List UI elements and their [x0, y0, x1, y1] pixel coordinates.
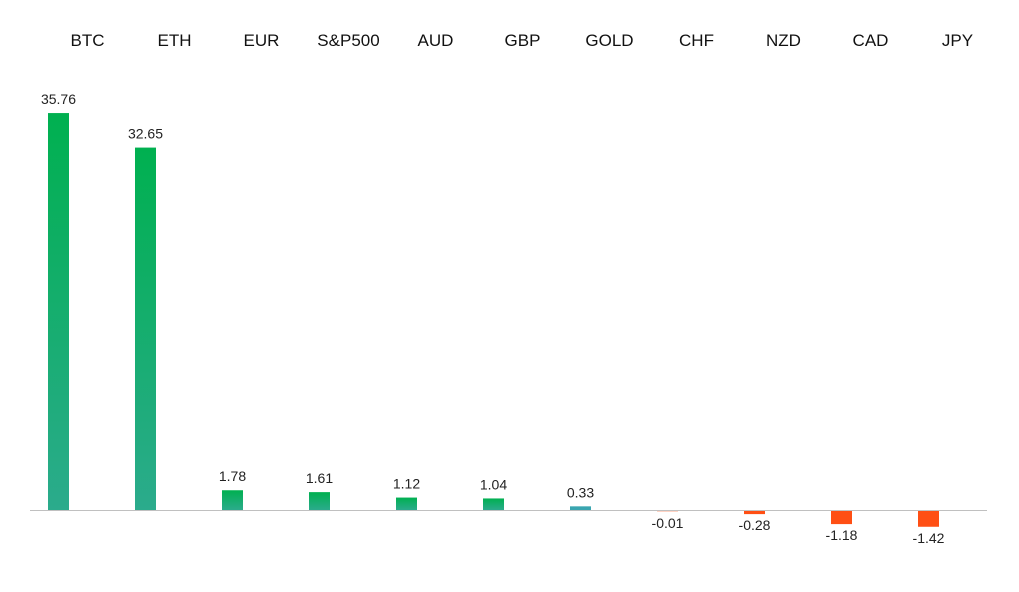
category-label-chf: CHF: [679, 31, 714, 50]
value-label-nzd: -0.28: [739, 517, 771, 533]
value-label-gold: 0.33: [567, 484, 594, 500]
bar-sandp500: [309, 492, 330, 510]
category-label-gold: GOLD: [585, 31, 633, 50]
value-label-eur: 1.78: [219, 468, 246, 484]
category-label-gbp: GBP: [505, 31, 541, 50]
bar-btc: [48, 113, 69, 511]
bar-nzd: [744, 511, 765, 515]
value-label-btc: 35.76: [41, 91, 76, 107]
bar-cad: [831, 511, 852, 525]
value-label-gbp: 1.04: [480, 476, 507, 492]
category-label-aud: AUD: [418, 31, 454, 50]
bars: [48, 113, 939, 527]
value-label-aud: 1.12: [393, 476, 420, 492]
bar-eth: [135, 147, 156, 510]
value-label-cad: -1.18: [826, 527, 858, 543]
value-label-eth: 32.65: [128, 126, 163, 142]
bar-chf: [657, 511, 678, 512]
value-label-jpy: -1.42: [913, 530, 945, 546]
bar-eur: [222, 490, 243, 510]
category-label-nzd: NZD: [766, 31, 801, 50]
bar-jpy: [918, 511, 939, 527]
bar-gbp: [483, 498, 504, 510]
bar-aud: [396, 497, 417, 510]
category-label-sandp500: S&P500: [317, 31, 379, 50]
value-label-sandp500: 1.61: [306, 470, 333, 486]
category-label-eur: EUR: [244, 31, 280, 50]
value-label-chf: -0.01: [652, 515, 684, 531]
category-label-btc: BTC: [71, 31, 105, 50]
category-label-jpy: JPY: [942, 31, 973, 50]
category-label-eth: ETH: [158, 31, 192, 50]
category-labels: BTC ETH EUR S&P500 AUD GBP GOLD CHF NZD CAD JPY: [71, 31, 974, 50]
bar-gold: [570, 506, 591, 510]
category-label-cad: CAD: [853, 31, 889, 50]
value-labels: 35.76 32.65 1.78 1.61 1.12 1.04 0.33 -0.01 -0.28…: [41, 91, 945, 546]
